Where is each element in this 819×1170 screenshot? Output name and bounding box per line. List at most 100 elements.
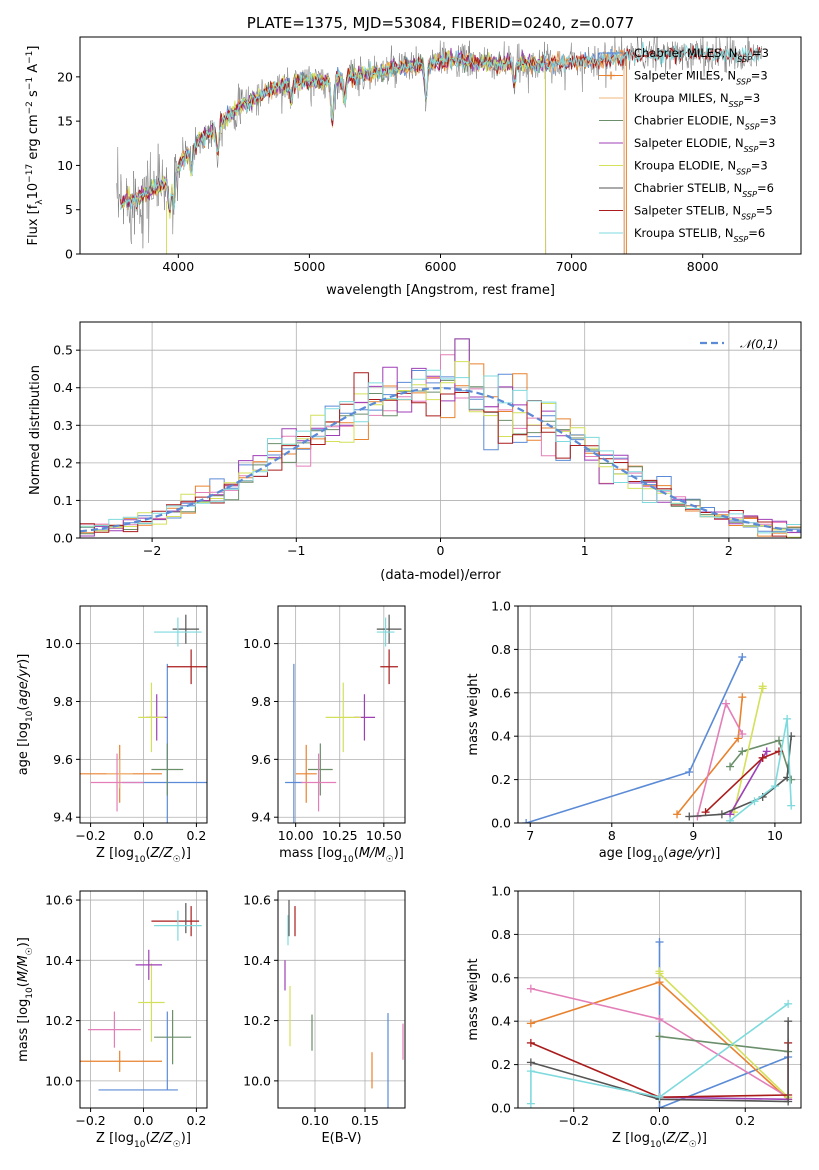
legend-entry: Chabrier ELODIE, NSSP=3 — [634, 114, 776, 132]
x-tick-label: 5000 — [294, 259, 326, 274]
weight-series-line — [705, 750, 780, 813]
spectrum-xlabel: wavelength [Angstrom, rest frame] — [326, 283, 555, 298]
mass-vs-Z-xlabel: Z [log10(Z/Z☉)] — [96, 1131, 191, 1150]
observed-spectrum — [116, 37, 762, 249]
y-tick-label: 20 — [57, 69, 73, 84]
x-tick-label: 10.00 — [278, 828, 314, 843]
spectrum-axes: 4000 5000 6000 7000 8000 0 5 10 15 20 PLATE=1375, … — [25, 14, 802, 298]
y-tick-label: 9.4 — [53, 810, 73, 825]
legend-entry: Kroupa ELODIE, NSSP=3 — [634, 159, 768, 177]
x-tick-label: 8000 — [687, 259, 719, 274]
x-tick-label: −0.2 — [75, 828, 105, 843]
y-tick-label: 10.6 — [243, 893, 271, 908]
legend-entry: Kroupa STELIB, NSSP=6 — [634, 226, 765, 244]
x-tick-label: 10.50 — [366, 828, 402, 843]
mass-vs-Z-axes: −0.2 0.0 0.2 10.0 10.2 10.4 10.6 Z [log10(Z/Z☉)… — [16, 890, 208, 1150]
weight-series-line — [659, 1035, 789, 1053]
axes-frame — [79, 605, 208, 824]
y-tick-label: 10.0 — [45, 636, 73, 651]
y-tick-label: 10.0 — [45, 1073, 73, 1088]
legend-entry: 𝒩(0,1) — [740, 337, 778, 351]
weight-vs-Z-xlabel: Z [log10(Z/Z☉)] — [612, 1131, 707, 1150]
x-tick-label: 4000 — [162, 259, 194, 274]
x-tick-label: 10.25 — [322, 828, 358, 843]
x-tick-label: 0.0 — [650, 1113, 670, 1128]
y-tick-label: 0.5 — [53, 343, 73, 358]
y-tick-label: 15 — [57, 114, 73, 129]
x-tick-label: 0.2 — [186, 828, 206, 843]
x-tick-label: 0.0 — [134, 1113, 154, 1128]
model-spectrum — [120, 49, 625, 254]
y-tick-label: 10.6 — [45, 893, 73, 908]
x-tick-label: 0.2 — [735, 1113, 755, 1128]
x-tick-label: 0 — [437, 543, 445, 558]
mass-vs-Z-ylabel: mass [log10(M/M☉)] — [16, 937, 35, 1062]
weight-vs-age-xlabel: age [log10(age/yr)] — [599, 846, 721, 865]
y-tick-label: 10.4 — [243, 953, 271, 968]
residual-histograms — [80, 338, 801, 538]
x-tick-label: 10 — [767, 828, 783, 843]
x-tick-label: 7 — [526, 828, 534, 843]
axes-frame — [517, 605, 802, 824]
y-tick-label: 9.6 — [251, 752, 271, 767]
weight-vs-age-ylabel: mass weight — [466, 673, 481, 755]
y-tick-label: 9.6 — [53, 752, 73, 767]
x-tick-label: −1 — [287, 543, 305, 558]
age-vs-mass-xlabel: mass [log10(M/M☉)] — [279, 846, 404, 865]
x-tick-label: 6000 — [425, 259, 457, 274]
x-tick-label: 0.2 — [186, 1113, 206, 1128]
weight-vs-Z-ylabel: mass weight — [466, 958, 481, 1040]
x-tick-label: −0.2 — [75, 1113, 105, 1128]
y-tick-label: 0.3 — [53, 418, 73, 433]
x-tick-label: 1 — [581, 543, 589, 558]
y-tick-label: 10.2 — [45, 1013, 73, 1028]
residual-histogram — [80, 369, 801, 534]
y-tick-label: 9.8 — [251, 694, 271, 709]
y-tick-label: 0.6 — [491, 970, 511, 985]
y-tick-label: 0.6 — [491, 685, 511, 700]
x-tick-label: −0.2 — [559, 1113, 589, 1128]
age-vs-Z-ylabel: age [log10(age/yr)] — [16, 654, 35, 776]
weight-series-line — [733, 686, 764, 813]
y-tick-label: 0.0 — [491, 816, 511, 831]
age-vs-mass-points — [285, 614, 402, 823]
spectrum-lines — [116, 37, 762, 254]
y-tick-label: 5 — [65, 202, 73, 217]
spectrum-legend: Chabrier MILES, NSSP=3 Salpeter MILES, NS… — [599, 46, 776, 244]
spectrum-title: PLATE=1375, MJD=53084, FIBERID=0240, z=0… — [247, 14, 634, 32]
mass-vs-ebv-xlabel: E(B-V) — [321, 1131, 361, 1146]
axes-frame — [79, 890, 208, 1109]
legend-entry: Salpeter MILES, NSSP=3 — [634, 69, 768, 87]
model-spectrum — [120, 49, 625, 254]
x-tick-label: 2 — [725, 543, 733, 558]
weight-series-line — [530, 1003, 789, 1104]
y-tick-label: 0.1 — [53, 493, 73, 508]
y-tick-label: 0.8 — [491, 642, 511, 657]
spectrum-ylabel: Flux [fλ10−17 erg cm−2 s−1 A−1] — [25, 46, 45, 246]
y-tick-label: 0 — [65, 247, 73, 262]
y-tick-label: 10.4 — [45, 953, 73, 968]
y-tick-label: 9.4 — [251, 810, 271, 825]
legend-entry: Chabrier MILES, NSSP=3 — [634, 46, 769, 64]
residuals-legend: 𝒩(0,1) — [700, 337, 778, 351]
y-tick-label: 10 — [57, 158, 73, 173]
legend-entry: Chabrier STELIB, NSSP=6 — [634, 181, 774, 199]
x-tick-label: 0.0 — [134, 828, 154, 843]
weight-series-line — [530, 1021, 789, 1103]
weight-vs-age-series — [522, 652, 796, 823]
mass-vs-ebv-points — [284, 900, 404, 1108]
y-tick-label: 0.4 — [53, 380, 73, 395]
weight-vs-age-axes: 7 8 9 10 0.0 0.2 0.4 0.6 0.8 1.0 age [log10(age/yr… — [466, 599, 802, 865]
residuals-ylabel: Normed distribution — [28, 365, 43, 495]
x-tick-label: −2 — [143, 543, 161, 558]
axes-frame — [79, 36, 802, 255]
y-tick-label: 10.0 — [243, 636, 271, 651]
y-tick-label: 0.2 — [491, 1057, 511, 1072]
mass-vs-ebv-axes: 0.10 0.15 10.0 10.2 10.4 10.6 E(B-V) — [243, 890, 406, 1146]
y-tick-label: 0.2 — [53, 455, 73, 470]
y-tick-label: 9.8 — [53, 694, 73, 709]
weight-series-line — [658, 942, 789, 1108]
y-tick-label: 0.4 — [491, 729, 511, 744]
age-vs-Z-axes: −0.2 0.0 0.2 9.4 9.6 9.8 10.0 Z [log10(Z/Z☉)] ag… — [16, 605, 208, 865]
